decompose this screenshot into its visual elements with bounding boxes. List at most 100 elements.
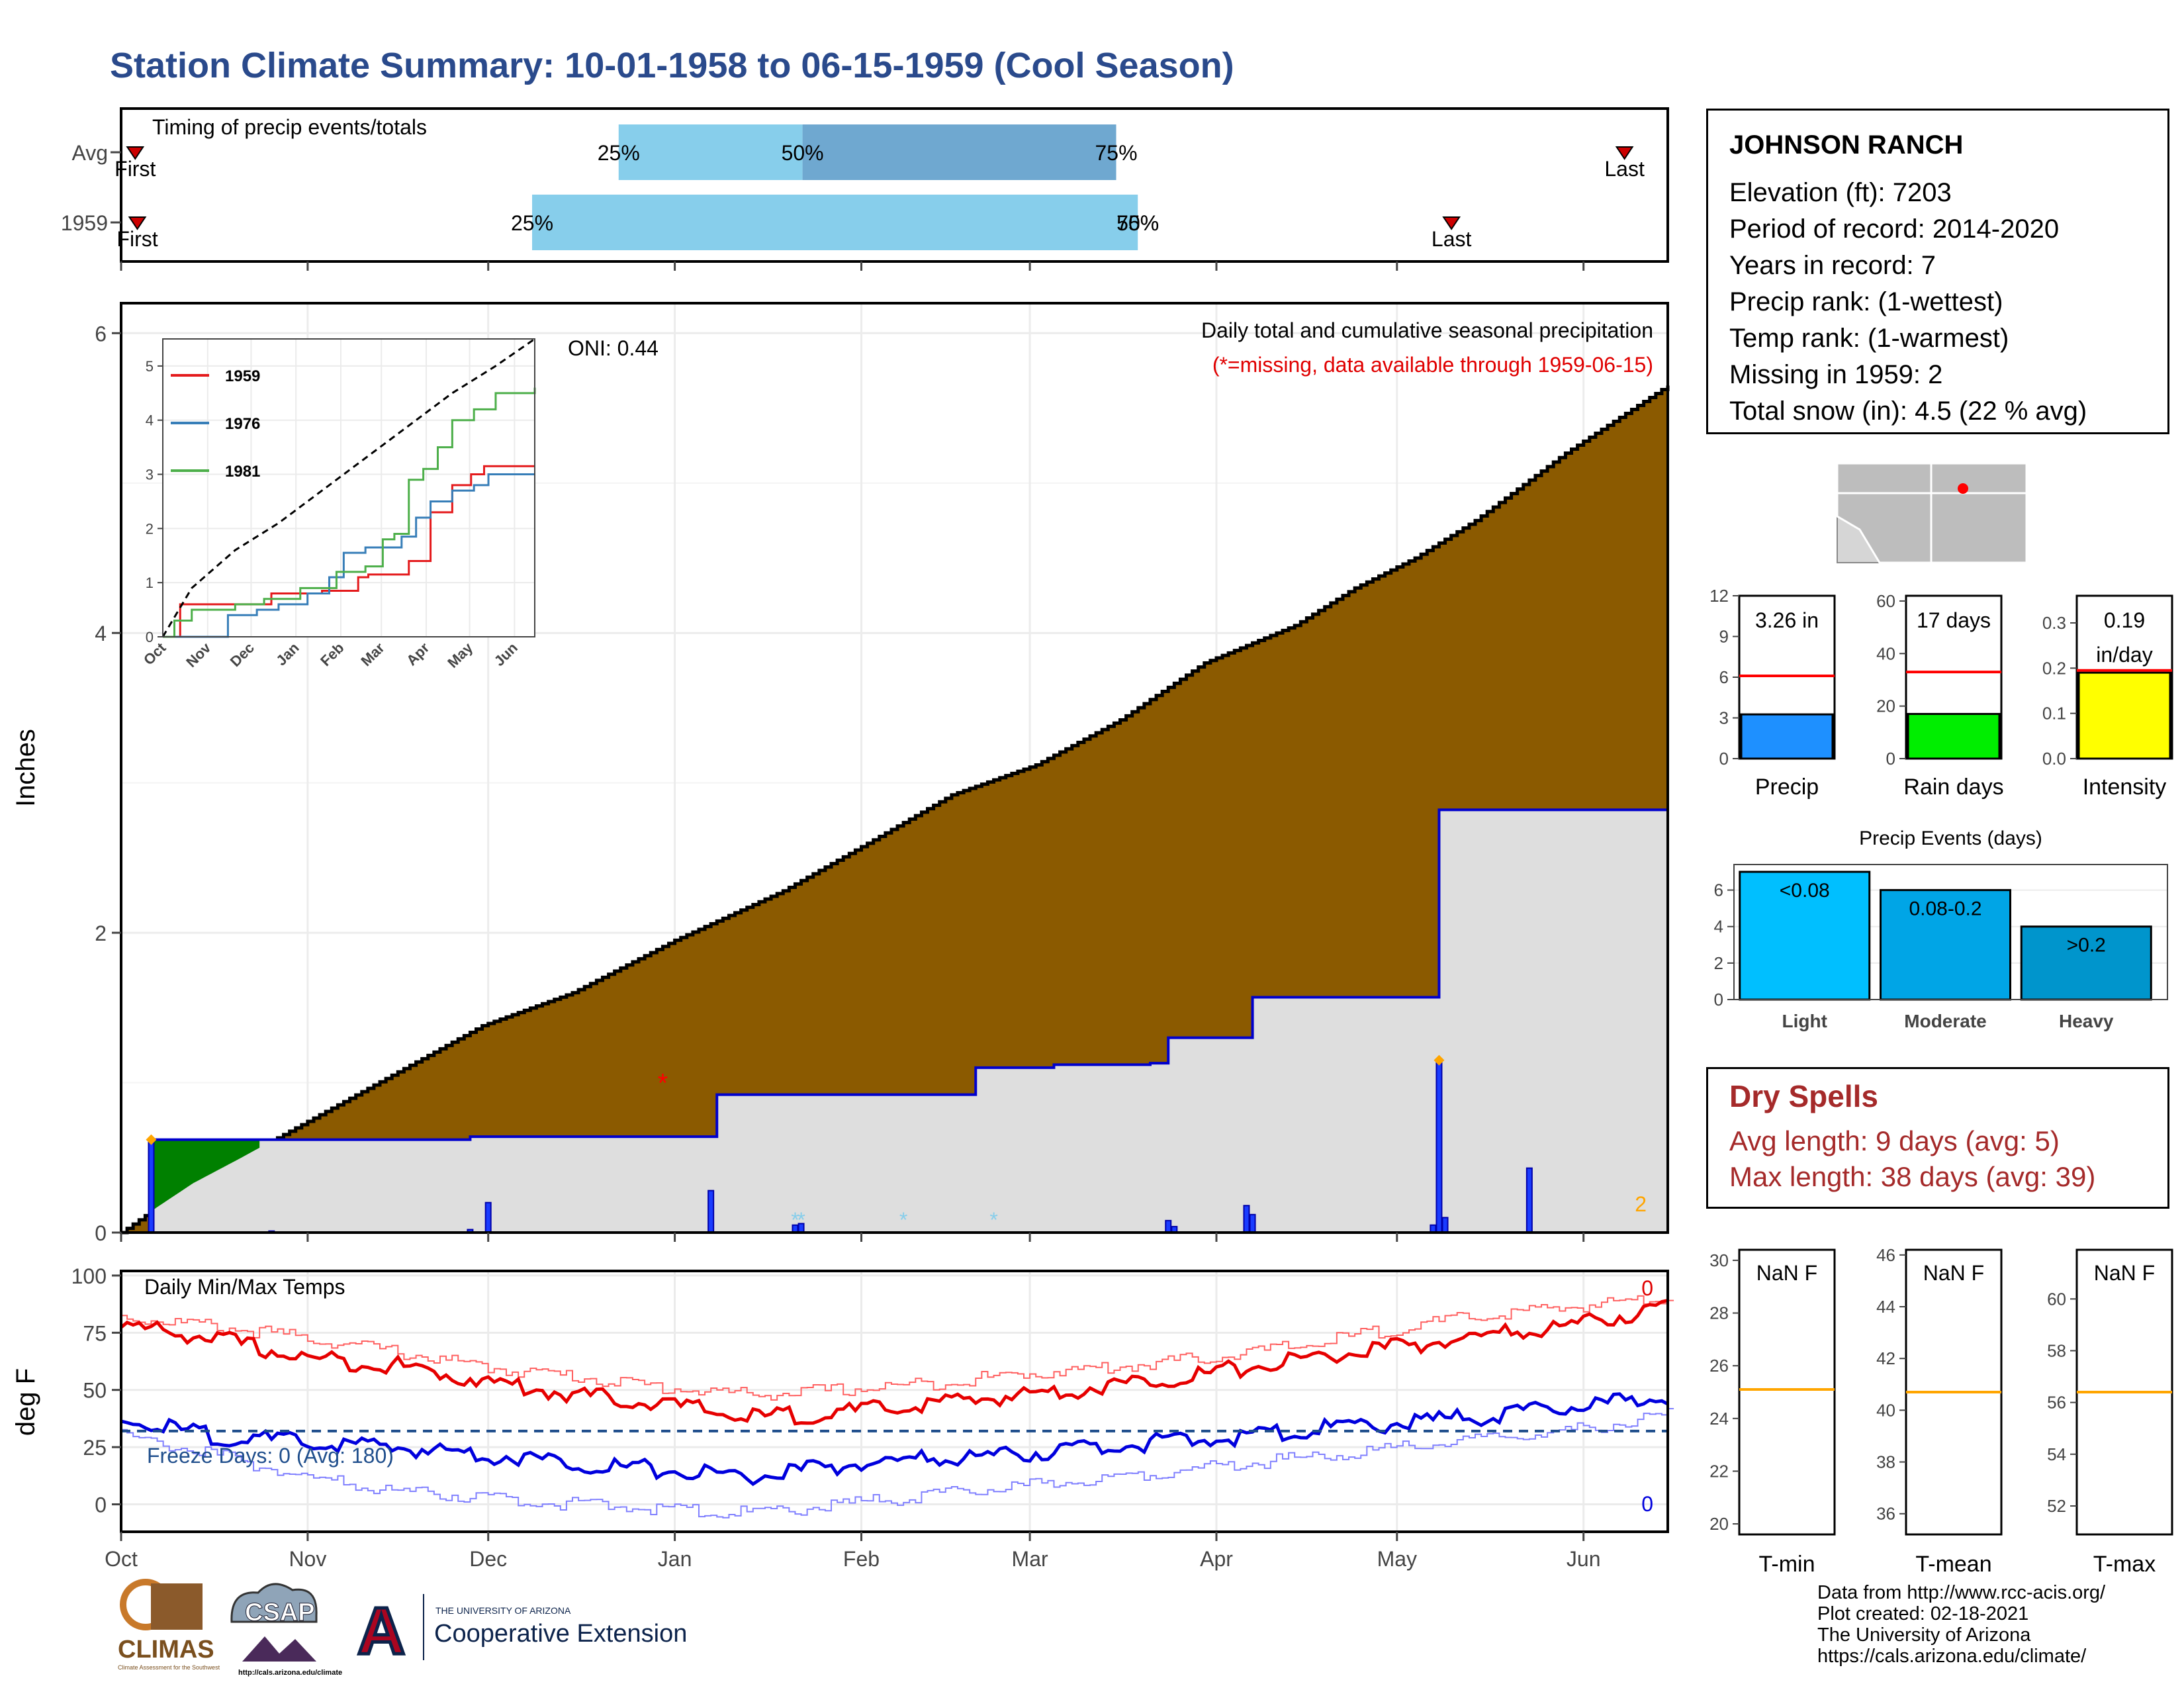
small-bar-y-tick-label: 0.0 [2042, 749, 2066, 769]
x-month-label: Dec [469, 1547, 507, 1571]
obs-cumulative-area [121, 745, 1668, 1233]
credit-url: https://cals.arizona.edu/climate/ [1817, 1646, 2087, 1667]
main-y-tick-label: 2 [95, 921, 107, 945]
climas-logo-text: CLIMAS [118, 1636, 214, 1664]
station-temp-rank: Temp rank: (1-warmest) [1729, 324, 2009, 353]
temp-bar-y-tick-label: 26 [1709, 1356, 1729, 1376]
events-bar-moderate [1880, 889, 2011, 1001]
timing-p75-label: 75% [1095, 141, 1138, 165]
temp-bar-y-tick-label: 24 [1709, 1409, 1729, 1429]
events-bar-label: >0.2 [2067, 935, 2106, 957]
climas-logo-shape [151, 1583, 203, 1630]
timing-last-label: Last [1604, 157, 1645, 181]
temp-series-avg-max [121, 1295, 1674, 1401]
timing-bar-50-75 [802, 124, 1116, 180]
station-elevation: Elevation (ft): 7203 [1729, 178, 1952, 207]
max-missing-count: 0 [1641, 1276, 1653, 1300]
small-bar-axis-label: Intensity [2083, 774, 2167, 800]
x-month-label: Oct [105, 1547, 138, 1571]
main-y-axis-label: Inches [11, 729, 40, 807]
oni-label: ONI: 0.44 [568, 336, 659, 360]
temp-y-axis-label: deg F [11, 1368, 40, 1436]
temp-bar-axis-label: T-max [2093, 1552, 2156, 1577]
inset-series-average [161, 338, 535, 637]
dry-spells-title: Dry Spells [1729, 1079, 1878, 1113]
x-month-label: Jun [1567, 1547, 1601, 1571]
small-bar-y-tick-label: 12 [1709, 586, 1729, 606]
temp-bar-value-label: NaN F [1756, 1261, 1817, 1285]
events-bar-light [1739, 870, 1871, 1001]
ua-logo-icon: A [357, 1594, 405, 1668]
missing-count-label: 2 [1635, 1192, 1647, 1216]
x-month-label: Apr [1200, 1547, 1233, 1571]
events-y-tick-label: 4 [1714, 917, 1723, 937]
csap-url: http://cals.arizona.edu/climate [238, 1669, 342, 1677]
main-note-missing: (*=missing, data available through 1959-… [1212, 353, 1653, 377]
temp-y-tick-label: 50 [83, 1379, 107, 1403]
snow-marker: * [791, 1208, 799, 1232]
small-bar-value-label: 3.26 in [1755, 608, 1819, 632]
small-bar-y-tick-label: 0.3 [2042, 613, 2066, 633]
station-total-snow: Total snow (in): 4.5 (22 % avg) [1729, 397, 2087, 426]
main-y-tick-label: 6 [95, 322, 107, 346]
temp-bar-y-tick-label: 40 [1876, 1400, 1895, 1420]
csap-mountain-icon [242, 1636, 316, 1662]
temp-bar-y-tick-label: 56 [2047, 1393, 2066, 1413]
temp-y-tick-label: 100 [71, 1264, 107, 1288]
timing-row-label: 1959 [61, 211, 108, 235]
events-bar-label: 0.08-0.2 [1909, 898, 1981, 920]
max-event-marker [1433, 1055, 1445, 1066]
temp-series-1959-max [120, 1299, 1668, 1426]
timing-p75-label: 75% [1116, 211, 1159, 235]
temp-y-tick-label: 75 [83, 1321, 107, 1345]
small-bar-y-tick-label: 0.1 [2042, 704, 2066, 724]
timing-first-marker [128, 216, 147, 230]
temp-bar-y-tick-label: 22 [1709, 1461, 1729, 1481]
station-info-box: JOHNSON RANCH Elevation (ft): 7203 Perio… [1706, 109, 2169, 434]
temp-plot-bg [121, 1271, 1668, 1532]
dry-spells-box: Dry Spells Avg length: 9 days (avg: 5) M… [1706, 1067, 2169, 1209]
temp-series-avg-min [121, 1407, 1674, 1519]
temp-y-tick-label: 0 [95, 1493, 107, 1517]
timing-first-marker [126, 146, 145, 160]
events-bar-label: <0.08 [1780, 880, 1830, 902]
small-bar-value-label: 0.19 [2104, 608, 2145, 632]
small-bar-y-tick-label: 0 [1886, 749, 1895, 769]
inset-series-1976 [163, 473, 535, 638]
small-bar-y-tick-label: 40 [1876, 643, 1895, 663]
x-month-label: Jan [658, 1547, 692, 1571]
small-bar-value-label: in/day [2096, 643, 2152, 667]
small-bar-axis-label: Rain days [1903, 774, 2003, 800]
main-y-tick-label: 4 [95, 622, 107, 645]
inset-series-1981 [163, 387, 536, 638]
obs-cumulative-line [121, 745, 1669, 1234]
temp-bar-axis-label: T-min [1759, 1552, 1815, 1577]
inset-legend-label: 1959 [225, 367, 260, 385]
small-bar-y-tick-label: 9 [1719, 627, 1729, 647]
inset-legend-label: 1976 [225, 415, 260, 433]
small-bar-y-tick-label: 60 [1876, 591, 1895, 611]
timing-label: Timing of precip events/totals [152, 115, 427, 139]
small-bar-value [2077, 671, 2171, 760]
events-frame [1733, 864, 2168, 1000]
daily-temps-chart: Freeze Days: 0 (Avg: 180) Daily Min/Max T… [11, 1264, 1674, 1571]
csap-cloud-icon [230, 1583, 318, 1623]
temp-bar-y-tick-label: 58 [2047, 1340, 2066, 1360]
timing-last-marker [1442, 216, 1461, 230]
snow-marker: * [899, 1208, 907, 1232]
missing-marker: * [658, 1069, 668, 1098]
ua-logo-bottom-text: Cooperative Extension [434, 1620, 687, 1648]
timing-first-label: First [116, 227, 158, 251]
timing-bar-25-50 [618, 124, 803, 180]
temp-bar-y-tick-label: 42 [1876, 1348, 1895, 1368]
credit-plot-created: Plot created: 02-18-2021 [1817, 1603, 2029, 1624]
dry-spells-avg: Avg length: 9 days (avg: 5) [1729, 1125, 2060, 1156]
temp-bar-y-tick-label: 54 [2047, 1444, 2066, 1464]
temp-chart-title: Daily Min/Max Temps [144, 1275, 345, 1299]
small-bar-y-tick-label: 6 [1719, 667, 1729, 687]
freeze-days-label: Freeze Days: 0 (Avg: 180) [147, 1444, 394, 1468]
small-bar-value-label: 17 days [1917, 608, 1991, 632]
temp-bar-value-label: NaN F [1923, 1261, 1984, 1285]
small-bar-y-tick-label: 0.2 [2042, 658, 2066, 678]
